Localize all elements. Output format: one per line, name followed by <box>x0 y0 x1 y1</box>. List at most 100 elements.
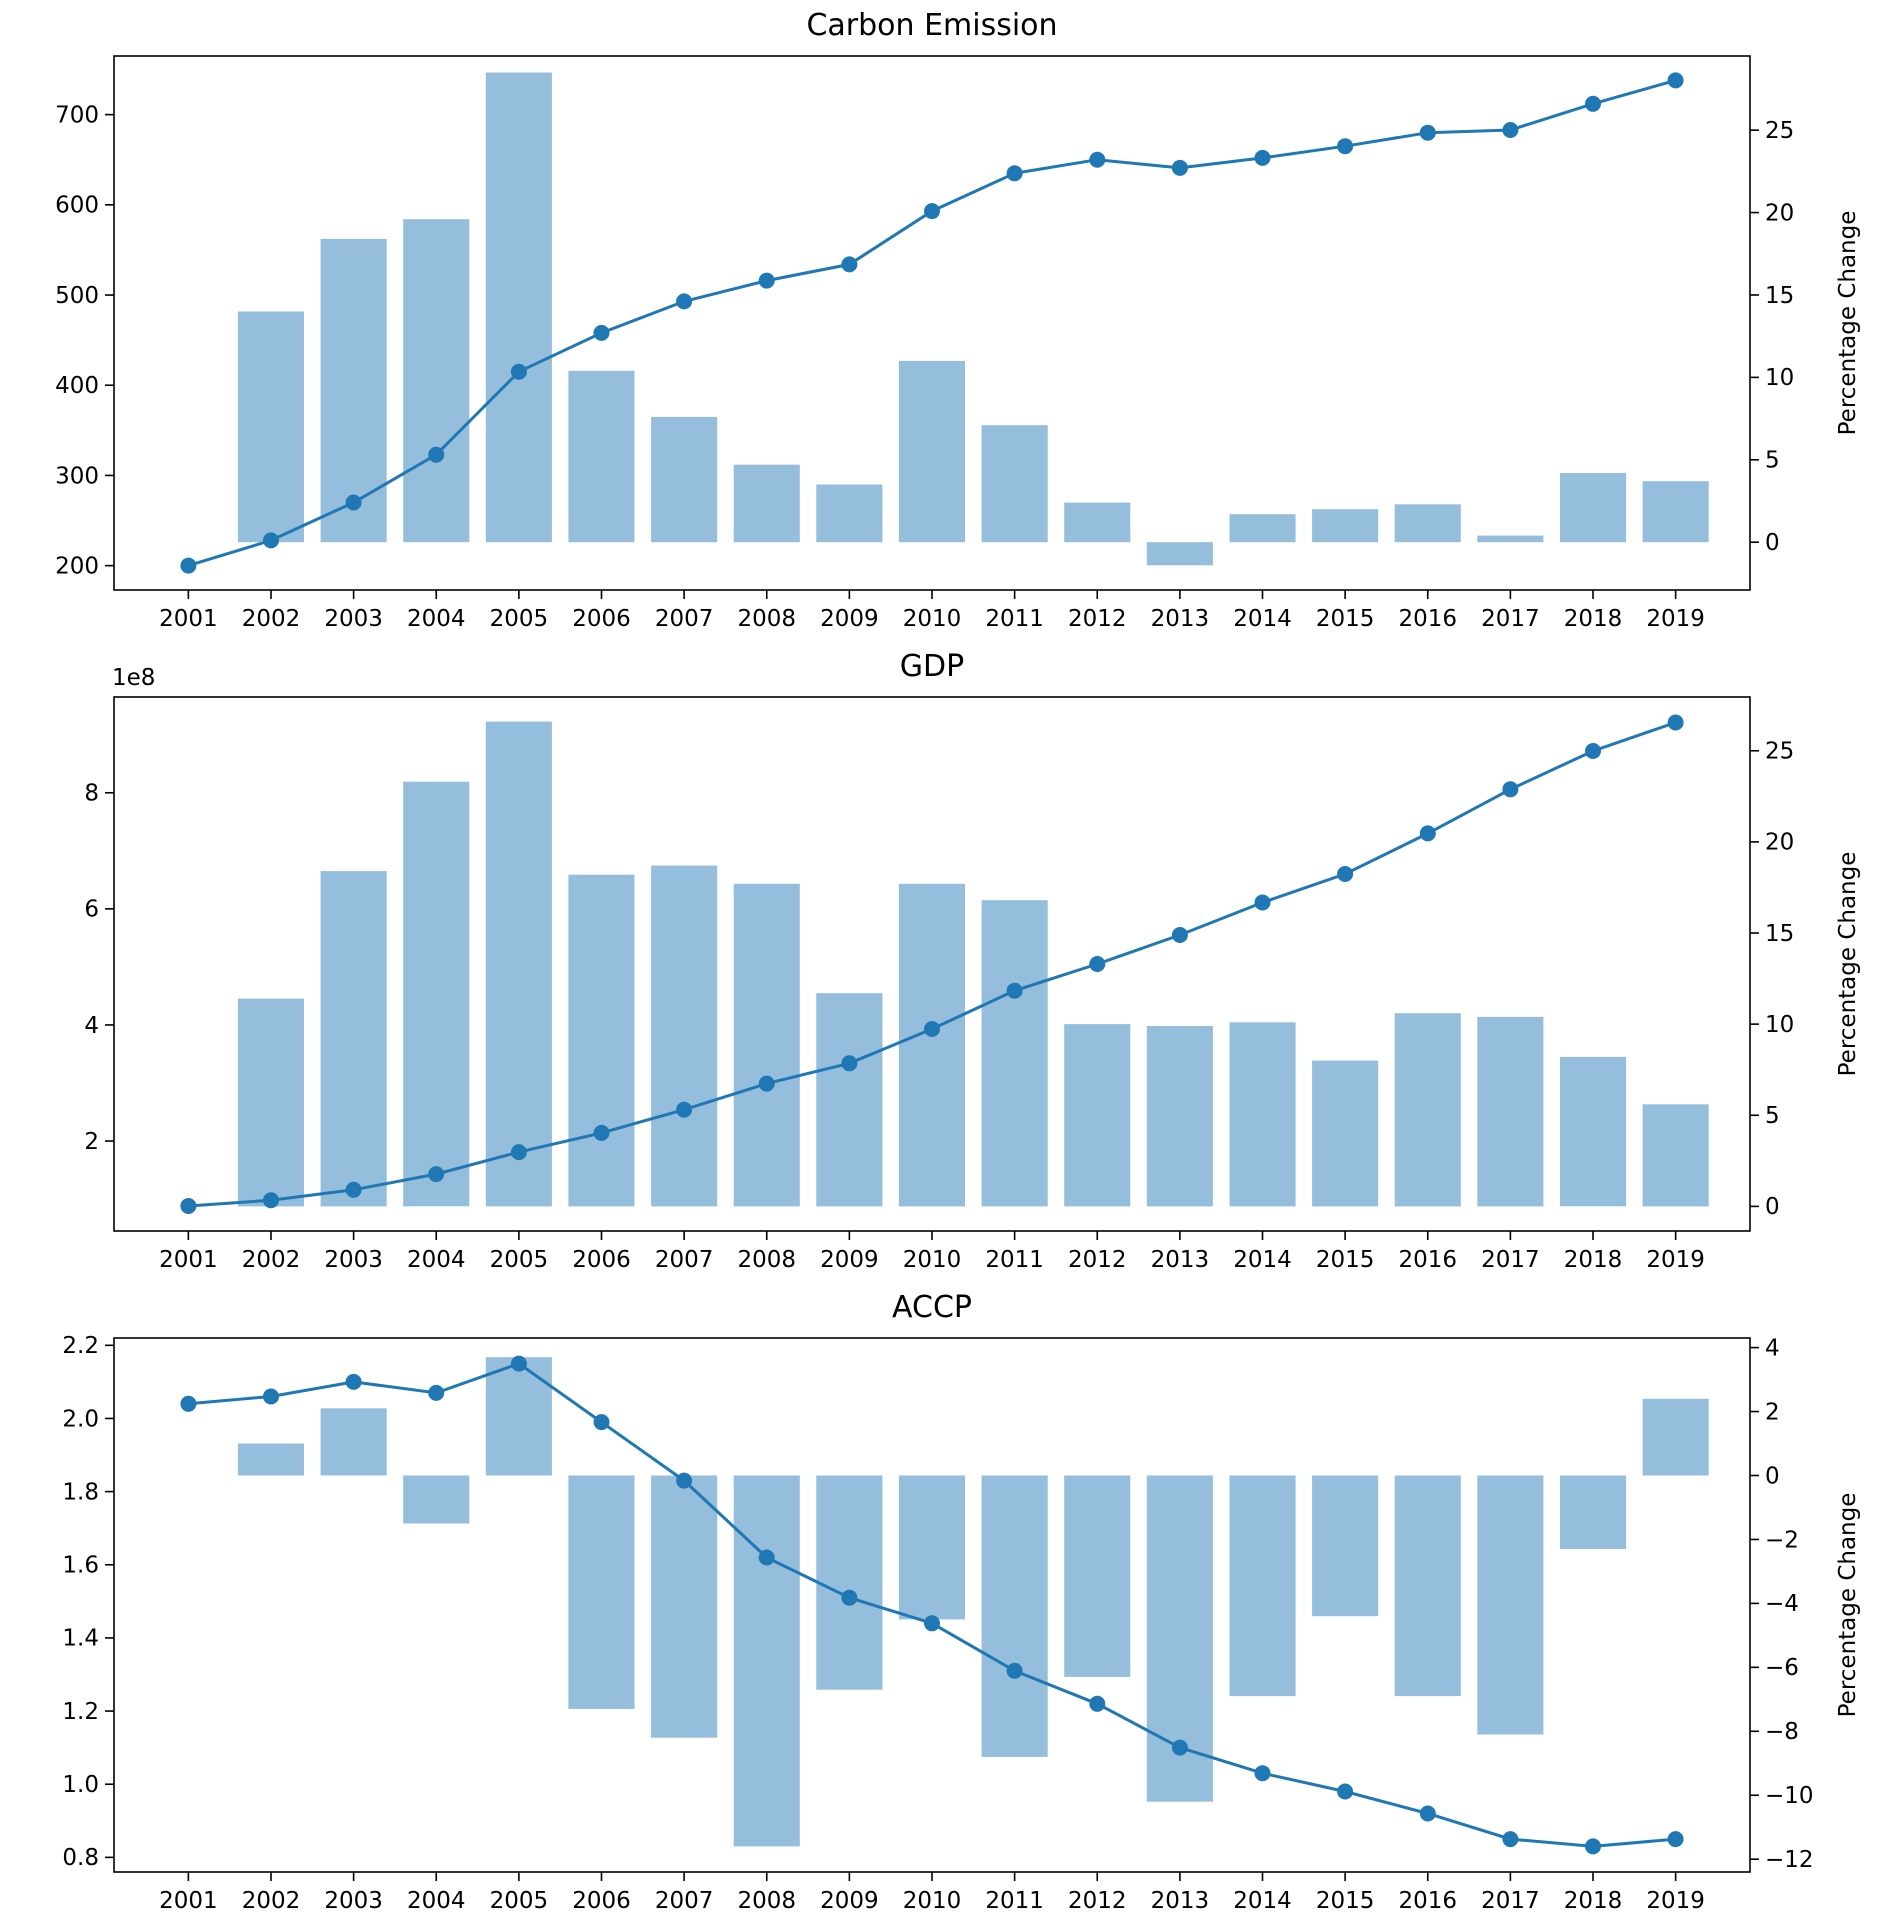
x-tick-label: 2015 <box>1316 1247 1375 1273</box>
left-tick-label: 1.8 <box>62 1479 99 1505</box>
left-tick-label: 700 <box>55 102 99 128</box>
x-tick-label: 2010 <box>903 1247 962 1273</box>
right-tick-label: 0 <box>1765 530 1780 556</box>
x-tick-label: 2007 <box>655 1888 714 1914</box>
x-tick-label: 2012 <box>1068 1247 1127 1273</box>
bar-percentage-change <box>816 1475 883 1690</box>
bar-percentage-change <box>898 1475 965 1620</box>
bar-percentage-change <box>898 883 965 1207</box>
x-tick-label: 2009 <box>820 606 879 632</box>
line-marker <box>1089 956 1106 972</box>
bar-percentage-change <box>733 1475 800 1847</box>
right-tick-label: 5 <box>1765 448 1780 474</box>
left-tick-label: 1.2 <box>62 1699 99 1725</box>
x-tick-label: 2001 <box>159 606 218 632</box>
line-marker <box>1419 1805 1436 1822</box>
bar-percentage-change <box>403 781 470 1207</box>
line-marker <box>428 1384 445 1401</box>
bar-percentage-change <box>403 1475 470 1524</box>
bar-percentage-change <box>1312 509 1379 543</box>
bar-percentage-change <box>981 900 1048 1207</box>
bar-percentage-change <box>898 360 965 543</box>
line-marker <box>841 256 858 273</box>
x-tick-label: 2013 <box>1151 1247 1210 1273</box>
left-tick-label: 1.4 <box>62 1626 99 1652</box>
line-marker <box>1585 743 1601 759</box>
x-tick-label: 2001 <box>159 1247 218 1273</box>
bar-percentage-change <box>1146 542 1213 566</box>
bar-percentage-change <box>733 883 800 1207</box>
x-tick-label: 2017 <box>1481 1247 1540 1273</box>
left-tick-label: 400 <box>55 373 99 399</box>
bar-percentage-change <box>1146 1026 1213 1207</box>
bar-percentage-change <box>1477 1475 1544 1735</box>
line-marker <box>180 557 197 574</box>
x-tick-label: 2011 <box>985 606 1044 632</box>
bar-percentage-change <box>485 1357 552 1476</box>
chart-carbon-emission: Carbon Emission 200 300 400 500 600 700 0 5 10 15… <box>0 0 1902 641</box>
line-marker <box>1171 1739 1188 1756</box>
bar-percentage-change <box>568 874 635 1207</box>
line-marker <box>1171 159 1188 176</box>
x-tick-label: 2002 <box>242 1888 301 1914</box>
bar-percentage-change <box>1394 1475 1461 1697</box>
line-marker <box>676 1101 693 1118</box>
x-tick-label: 2010 <box>903 1888 962 1914</box>
right-tick-label: 15 <box>1765 921 1794 947</box>
line-marker <box>593 1124 610 1141</box>
bar-percentage-change <box>733 464 800 543</box>
line-marker <box>510 1355 527 1372</box>
x-tick-label: 2011 <box>985 1888 1044 1914</box>
bar-percentage-change <box>403 219 470 543</box>
x-tick-label: 2009 <box>820 1888 879 1914</box>
right-tick-label: 10 <box>1765 1012 1794 1038</box>
left-tick-label: 6 <box>84 897 99 923</box>
x-tick-label: 2002 <box>242 1247 301 1273</box>
x-tick-label: 2014 <box>1233 1888 1292 1914</box>
right-axis-label-accp: Percentage Change <box>1835 1492 1861 1718</box>
x-tick-label: 2014 <box>1233 1247 1292 1273</box>
bar-percentage-change <box>1229 1022 1296 1207</box>
left-tick-label: 2.2 <box>62 1333 99 1359</box>
chart-title-accp: ACCP <box>892 1290 972 1325</box>
x-tick-label: 2018 <box>1564 1888 1623 1914</box>
line-marker <box>1419 825 1436 842</box>
right-tick-label: 25 <box>1765 739 1794 765</box>
line-marker <box>1419 124 1436 141</box>
bar-percentage-change <box>1064 1024 1131 1207</box>
x-tick-label: 2007 <box>655 1247 714 1273</box>
line-marker <box>1585 1838 1601 1855</box>
right-tick-label: −6 <box>1765 1655 1799 1681</box>
line-marker <box>1667 72 1684 89</box>
accp-plot: 0.8 1.0 1.2 1.4 1.6 1.8 2.0 2.2 −12 −10 −8 −6 −4 −2 0 2… <box>62 1333 1813 1914</box>
x-tick-label: 2016 <box>1398 1247 1457 1273</box>
right-axis-label-carbon-emission: Percentage Change <box>1835 210 1861 436</box>
bar-percentage-change <box>1477 535 1544 543</box>
line-marker <box>180 1395 197 1412</box>
x-tick-label: 2018 <box>1564 606 1623 632</box>
line-marker <box>1006 1662 1023 1679</box>
right-tick-label: −8 <box>1765 1719 1799 1745</box>
bar-percentage-change <box>320 1408 387 1476</box>
x-tick-label: 2009 <box>820 1247 879 1273</box>
bar-percentage-change <box>1560 1475 1627 1549</box>
line-marker <box>593 324 610 341</box>
right-tick-label: −4 <box>1765 1591 1799 1617</box>
x-tick-label: 2017 <box>1481 1888 1540 1914</box>
bar-percentage-change <box>237 998 304 1207</box>
line-marker <box>263 1388 279 1405</box>
x-tick-label: 2008 <box>737 606 796 632</box>
bar-percentage-change <box>568 370 635 543</box>
left-tick-label: 8 <box>84 781 99 807</box>
x-tick-label: 2016 <box>1398 606 1457 632</box>
line-marker <box>758 272 775 289</box>
bar-percentage-change <box>237 1443 304 1476</box>
line-marker <box>510 1144 527 1161</box>
bar-percentage-change <box>1560 473 1627 543</box>
right-tick-label: 20 <box>1765 200 1794 226</box>
bar-percentage-change <box>237 311 304 543</box>
bar-percentage-change <box>1229 1475 1296 1697</box>
line-marker <box>1667 1831 1684 1848</box>
x-tick-label: 2012 <box>1068 606 1127 632</box>
